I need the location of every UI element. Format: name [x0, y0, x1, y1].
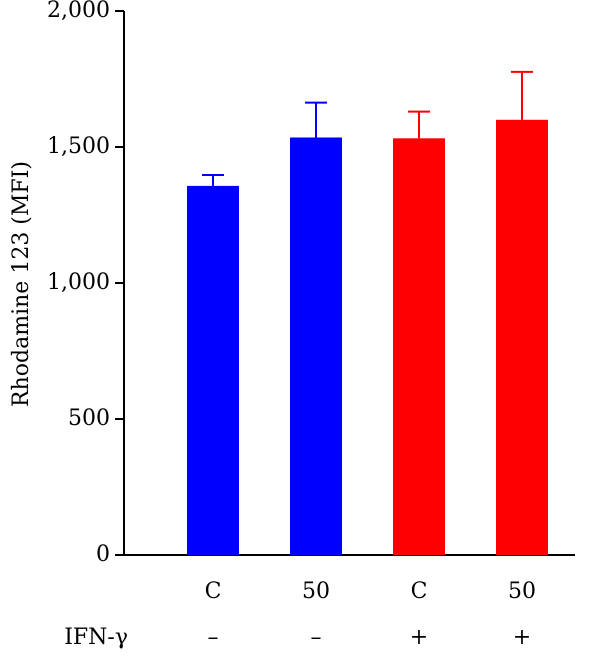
ifn-gamma-value: –: [208, 625, 219, 650]
ifn-gamma-row: – – + +: [208, 625, 532, 650]
y-tick-label: 0: [96, 542, 110, 567]
x-tick-label: 50: [508, 579, 536, 604]
y-tick-label: 1,000: [47, 270, 110, 295]
bars: [187, 119, 548, 556]
error-bars: [202, 70, 533, 186]
x-tick-label: C: [205, 579, 222, 604]
y-tick-label: 500: [68, 406, 110, 431]
y-axis-label: Rhodamine 123 (MFI): [9, 161, 34, 407]
y-axis: 0 500 1,000 1,500 2,000: [47, 0, 125, 567]
ifn-gamma-value: +: [513, 625, 531, 650]
error-bar: [511, 70, 533, 120]
bar: [187, 185, 239, 555]
x-tick-label: C: [411, 579, 428, 604]
x-tick-labels: C 50 C 50: [205, 579, 536, 604]
ifn-gamma-value: –: [311, 625, 322, 650]
ifn-gamma-label: IFN-γ: [64, 625, 128, 650]
bar: [393, 138, 445, 555]
bar: [496, 119, 548, 556]
ifn-gamma-value: +: [410, 625, 428, 650]
x-tick-label: 50: [302, 579, 330, 604]
error-bar: [408, 110, 430, 139]
error-bar: [305, 101, 327, 138]
bar: [290, 137, 342, 556]
y-tick-label: 2,000: [47, 0, 110, 23]
error-bar: [202, 174, 224, 186]
y-tick-label: 1,500: [47, 134, 110, 159]
